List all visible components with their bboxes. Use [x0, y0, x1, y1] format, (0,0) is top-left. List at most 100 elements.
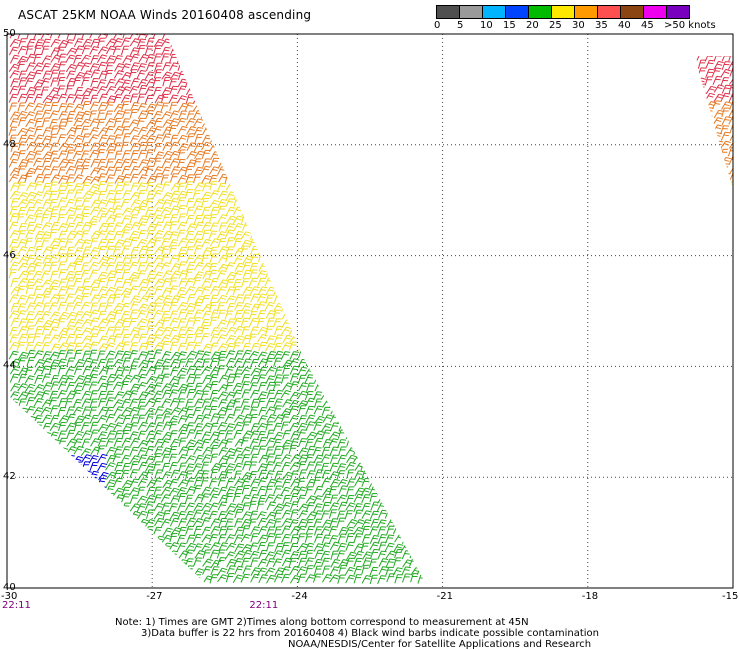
wind-barb — [402, 343, 413, 353]
wind-barb — [257, 62, 268, 72]
wind-barb — [129, 38, 141, 47]
wind-barb — [153, 365, 162, 375]
wind-barb — [121, 326, 130, 336]
wind-barb — [320, 311, 332, 321]
wind-barb — [114, 391, 125, 400]
wind-barb — [232, 95, 244, 104]
wind-barb — [354, 350, 364, 360]
wind-barb — [130, 437, 141, 447]
wind-barb — [426, 502, 429, 512]
wind-barb — [273, 87, 284, 97]
wind-barb — [146, 270, 156, 280]
wind-barb — [234, 294, 244, 303]
wind-barb — [121, 437, 132, 447]
wind-barb — [96, 79, 107, 89]
wind-barb — [401, 166, 411, 176]
wind-barb — [153, 221, 164, 231]
wind-barb — [401, 334, 412, 343]
wind-barb — [336, 517, 346, 527]
wind-barb — [73, 117, 84, 127]
wind-barb — [400, 101, 410, 111]
wind-barb — [42, 293, 51, 303]
wind-barb — [98, 406, 109, 416]
wind-barb — [162, 270, 173, 279]
wind-barb — [73, 38, 84, 48]
wind-barb — [369, 397, 379, 407]
wind-barb — [258, 102, 268, 112]
wind-barb — [72, 301, 83, 311]
wind-barb — [352, 127, 364, 136]
wind-barb — [81, 327, 92, 336]
wind-barb — [273, 445, 282, 456]
wind-barb — [313, 461, 323, 471]
wind-barb — [25, 525, 34, 536]
wind-barb — [137, 254, 147, 264]
wind-barb — [322, 414, 333, 423]
wind-barb — [250, 230, 259, 241]
wind-barb — [90, 294, 101, 304]
wind-barb — [145, 437, 156, 447]
wind-barb — [233, 197, 242, 207]
wind-barb — [424, 408, 429, 417]
wind-barb — [209, 180, 218, 191]
wind-barb — [185, 565, 194, 575]
wind-barb — [426, 518, 429, 527]
wind-barb — [114, 63, 125, 72]
wind-barb — [41, 38, 51, 48]
wind-barb — [193, 78, 205, 87]
wind-barb — [249, 38, 259, 48]
wind-barb — [65, 325, 75, 335]
wind-barb — [232, 46, 243, 56]
wind-barb — [257, 310, 266, 320]
wind-barb — [304, 557, 315, 567]
wind-barb — [304, 70, 314, 80]
wind-barb — [130, 246, 140, 256]
wind-barb — [128, 350, 138, 359]
wind-barb — [297, 190, 308, 199]
wind-barb — [184, 230, 195, 240]
wind-barb — [353, 190, 364, 199]
wind-barb — [289, 381, 299, 391]
wind-barb — [225, 182, 237, 191]
wind-barb — [377, 310, 389, 319]
wind-barb — [146, 375, 157, 385]
wind-barb — [385, 405, 396, 415]
wind-barb — [33, 398, 44, 407]
wind-barb — [248, 102, 258, 112]
wind-barb — [122, 423, 133, 433]
wind-barb — [330, 550, 339, 561]
wind-barb — [266, 158, 277, 168]
wind-barb — [264, 237, 275, 247]
wind-barb — [298, 213, 308, 223]
wind-barb — [345, 245, 355, 255]
wind-barb — [329, 374, 340, 384]
wind-barb — [392, 293, 403, 303]
wind-barb — [153, 461, 162, 471]
wind-barb — [338, 310, 347, 320]
wind-barb — [128, 119, 140, 128]
wind-barb — [226, 38, 235, 48]
wind-barb — [50, 558, 59, 568]
wind-barb — [185, 406, 194, 416]
wind-barb — [105, 438, 115, 448]
wind-barb — [242, 549, 253, 559]
wind-barb — [17, 437, 27, 447]
wind-barb — [56, 527, 68, 536]
wind-barb — [266, 501, 277, 511]
wind-barb — [41, 237, 50, 247]
wind-barb — [417, 319, 428, 329]
wind-barb — [129, 47, 140, 57]
wind-barb — [201, 214, 211, 224]
wind-barb — [73, 174, 84, 183]
wind-barb — [25, 86, 36, 96]
wind-barb — [697, 92, 706, 102]
wind-barb — [249, 182, 260, 192]
wind-barb — [401, 197, 411, 207]
wind-barb — [16, 285, 26, 296]
wind-barb — [105, 135, 116, 145]
wind-barb — [232, 53, 243, 63]
wind-barb — [96, 550, 108, 559]
wind-barb — [416, 302, 427, 311]
wind-barb — [241, 34, 252, 41]
wind-barb — [329, 63, 341, 73]
